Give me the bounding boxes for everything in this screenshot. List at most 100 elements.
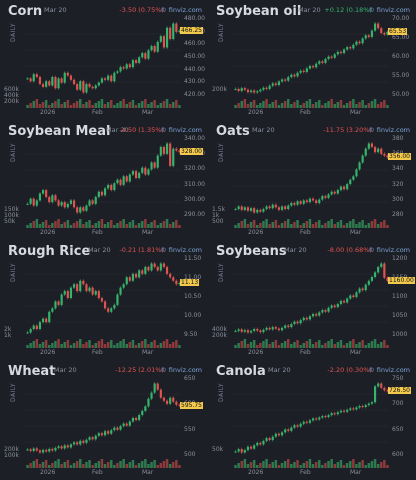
volume-bar [141, 221, 144, 228]
candle [57, 200, 60, 206]
candle [147, 50, 150, 59]
volume-bar [349, 101, 352, 108]
price-chart[interactable] [26, 138, 181, 218]
volume-bar [302, 223, 305, 228]
change-value: -12.25 (2.01%) [115, 366, 164, 374]
candle [138, 57, 141, 63]
volume-bar [277, 105, 281, 108]
candle [346, 409, 349, 412]
change-value: -2.20 (0.30%) [327, 366, 372, 374]
volume-bar [147, 464, 150, 468]
volume-bar [97, 221, 101, 228]
candle [159, 36, 162, 42]
candle [63, 72, 66, 83]
candle [134, 418, 138, 421]
volume-bar [110, 220, 113, 228]
candle [336, 412, 339, 415]
candle [321, 416, 324, 418]
volume-bar [262, 221, 265, 228]
volume-bar [103, 344, 107, 348]
volume-bar [97, 341, 101, 348]
candle [274, 433, 277, 437]
candle [383, 263, 386, 278]
volume-bar [88, 100, 91, 108]
candle [373, 386, 377, 403]
volume-bar [299, 225, 302, 228]
last-price-tag: 595.75 [180, 401, 203, 409]
candle [346, 298, 349, 303]
volume-bar [271, 462, 274, 468]
panel-soybeans[interactable]: Soybeans Mar 20 -8.00 (0.68%) © finviz.com D… [208, 240, 416, 360]
candle [29, 198, 32, 204]
candle [234, 88, 237, 90]
y-tick-label: 50.00 [392, 91, 410, 98]
candle [280, 79, 284, 82]
volume-bar [44, 340, 48, 348]
candle [29, 78, 32, 82]
panel-canola[interactable]: Canola Mar 20 -2.20 (0.30%) © finviz.com DAI… [208, 360, 416, 480]
candle [172, 277, 175, 281]
volume-bar [287, 339, 290, 348]
volume-bar [274, 340, 278, 348]
candle [277, 328, 281, 331]
volume-bar [94, 343, 97, 348]
panel-title: Soybean oil [216, 4, 302, 19]
volume-bar [134, 345, 138, 348]
panel-wheat[interactable]: Wheat Mar 20 -12.25 (2.01%) © finviz.com DAI… [0, 360, 208, 480]
volume-bar [147, 344, 150, 348]
candle [122, 423, 125, 427]
candle [131, 171, 135, 175]
volume-bar [339, 220, 343, 228]
price-chart[interactable] [26, 378, 181, 458]
volume-bar [88, 460, 91, 468]
y-tick-label: 70.00 [392, 15, 410, 22]
volume-tick-label: 600k [4, 86, 19, 93]
price-chart[interactable] [234, 18, 389, 98]
price-chart[interactable] [26, 18, 181, 98]
volume-bar [122, 459, 125, 468]
candle [253, 90, 256, 93]
candle [265, 206, 268, 210]
y-tick-label: 10.50 [184, 293, 202, 300]
axis-label-daily: DAILY [10, 382, 17, 402]
x-tick-label: Feb [92, 469, 103, 476]
last-price-tag: 11.13 [180, 279, 200, 287]
price-chart[interactable] [26, 258, 181, 338]
volume-bar [38, 224, 42, 228]
volume-bar [72, 343, 76, 348]
volume-bar [361, 460, 364, 468]
candle [361, 288, 364, 291]
candle [41, 190, 45, 194]
candle [386, 390, 389, 392]
candle [330, 191, 333, 195]
candle [97, 82, 100, 86]
candle [63, 291, 66, 295]
volume-bar [308, 459, 312, 468]
candle [305, 68, 308, 72]
price-chart[interactable] [234, 138, 389, 218]
volume-bar [103, 464, 107, 468]
price-chart[interactable] [234, 258, 389, 338]
panel-soybean-meal[interactable]: Soybean Meal Mar 20 -4.50 (1.35%) © finviz.… [0, 120, 208, 240]
panel-rough-rice[interactable]: Rough Rice Mar 20 -0.21 (1.81%) © finviz.co… [0, 240, 208, 360]
candle [284, 79, 287, 81]
volume-bar [32, 101, 35, 108]
volume-bar [168, 344, 172, 348]
volume-bar [287, 219, 290, 228]
candle [333, 305, 336, 308]
volume-bar [318, 340, 321, 348]
volume-bar [280, 463, 284, 468]
panel-corn[interactable]: Corn Mar 20 -3.50 (0.75%) © finviz.com DAILY… [0, 0, 208, 120]
panel-oats[interactable]: Oats Mar 20 -11.75 (3.20%) © finviz.com DAIL… [208, 120, 416, 240]
y-tick-label: 440.00 [184, 65, 205, 73]
volume-bar [383, 100, 386, 108]
candle [333, 413, 336, 415]
price-chart[interactable] [234, 378, 389, 458]
volume-bar [367, 343, 371, 348]
candle [339, 410, 343, 413]
volume-bar [249, 342, 253, 348]
panel-soybean-oil[interactable]: Soybean oil Mar 20 +0.12 (0.18%) © finviz.c… [208, 0, 416, 120]
candle [45, 81, 48, 87]
volume-bar [280, 103, 284, 108]
volume-bar [172, 222, 175, 228]
